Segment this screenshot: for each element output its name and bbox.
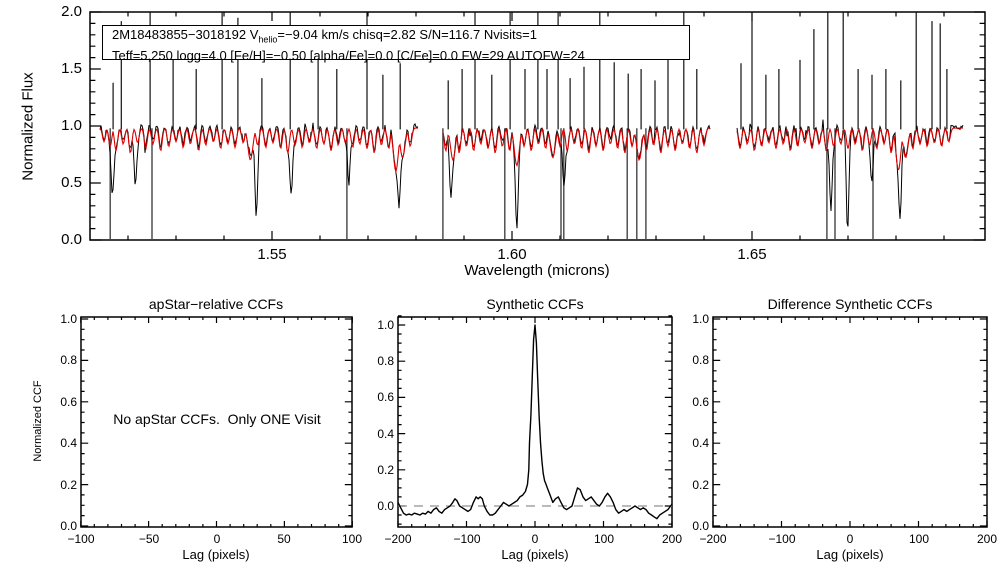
sky-emission-spikes — [112, 12, 948, 130]
synthetic-spectrum-trace — [99, 127, 963, 174]
bad-pixel-dropouts — [109, 128, 874, 240]
apstar-ccf-panel-axes — [80, 316, 353, 528]
difference-ccf-panel-axes — [712, 316, 988, 528]
synthetic-ccf-panel-axes — [397, 315, 673, 528]
synthetic-ccf-curve — [397, 324, 673, 520]
